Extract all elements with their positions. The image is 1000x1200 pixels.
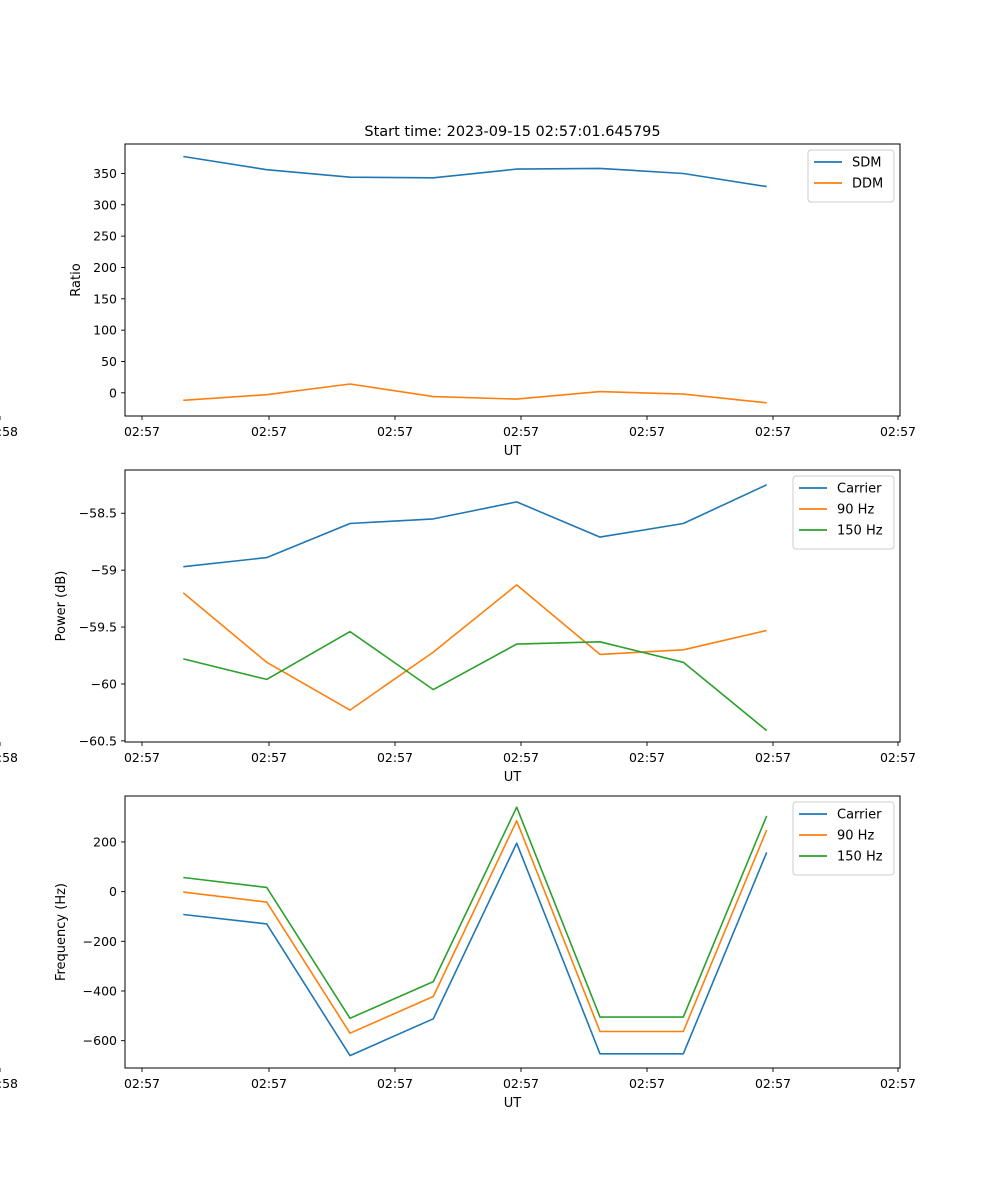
frequency-legend-label-90-hz: 90 Hz [837,829,874,844]
power-series-90-hz-line [182,584,767,711]
frequency-legend: Carrier 90 Hz 150 Hz [792,801,895,876]
frequency-x-tick-label: 02:58 [0,1076,18,1091]
ratio-y-tick-label: 250 [93,229,117,244]
power-legend-label-150-hz: 150 Hz [837,524,883,539]
power-y-tick-label: −59.5 [79,620,117,635]
frequency-series-carrier-line [183,842,768,1057]
frequency-y-tick-label: −400 [83,983,117,998]
power-x-axis-label: UT [504,770,522,785]
ratio-y-tick-label: 50 [101,354,117,369]
power-legend-label-carrier: Carrier [837,482,882,497]
frequency-x-tick-label: 02:57 [377,1076,413,1091]
frequency-x-tick-label: 02:57 [124,1076,160,1091]
power-x-tick-label: 02:57 [755,750,791,765]
power-x-tick-label: 02:57 [629,750,665,765]
power-axes-frame [124,469,901,743]
ratio-x-tick-label: 02:57 [880,424,916,439]
ratio-axes-frame [124,143,901,417]
ratio-y-tick-label: 0 [109,385,117,400]
frequency-y-tick-label: −200 [83,934,117,949]
power-series-carrier-line [183,484,768,568]
ratio-y-tick-label: 200 [93,260,117,275]
ratio-legend-label-sdm: SDM [852,156,881,171]
frequency-x-tick-label: 02:57 [251,1076,287,1091]
power-y-axis-label: Power (dB) [54,571,69,642]
ratio-series-ddm-line [183,383,767,404]
ratio-legend-box [807,149,895,203]
power-series-150-hz-line [183,630,768,732]
frequency-axes-frame [124,795,901,1069]
power-x-tick-label: 02:58 [0,750,18,765]
frequency-series-150-hz-line [183,806,768,1020]
frequency-x-tick-label: 02:57 [755,1076,791,1091]
frequency-y-tick-label: 200 [93,834,117,849]
ratio-x-axis-label: UT [504,444,522,459]
ratio-x-tick-label: 02:58 [0,424,18,439]
ratio-legend: SDM DDM [807,149,895,203]
ratio-x-tick-label: 02:57 [755,424,791,439]
ratio-subplot: Start time: 2023-09-15 02:57:01.645795 0 5… [0,124,916,459]
power-x-tick-label: 02:57 [377,750,413,765]
power-y-tick-label: −60 [91,676,117,691]
power-x-tick-label: 02:57 [124,750,160,765]
ratio-series-sdm-line [183,155,767,188]
power-legend-label-90-hz: 90 Hz [837,503,874,518]
ratio-y-axis-label: Ratio [69,263,84,296]
power-y-tick-label: −59 [91,563,117,578]
power-subplot: −58.5 −59 −59.5 −60 −60.5 02:57 02:57 02:57 02:5… [0,469,916,785]
ratio-x-tick-label: 02:57 [377,424,413,439]
power-legend: Carrier 90 Hz 150 Hz [792,475,895,550]
frequency-x-tick-label: 02:57 [629,1076,665,1091]
frequency-legend-label-carrier: Carrier [837,808,882,823]
frequency-y-axis-label: Frequency (Hz) [54,883,69,981]
ratio-chart-title: Start time: 2023-09-15 02:57:01.645795 [364,124,660,140]
ratio-x-tick-label: 02:57 [251,424,287,439]
ratio-y-tick-label: 150 [93,291,117,306]
power-y-tick-label: −60.5 [79,733,117,748]
frequency-x-tick-label: 02:57 [880,1076,916,1091]
power-y-tick-label: −58.5 [79,506,117,521]
ratio-x-tick-label: 02:57 [503,424,539,439]
ratio-y-tick-label: 100 [93,323,117,338]
frequency-y-tick-label: −600 [83,1033,117,1048]
power-x-tick-label: 02:57 [880,750,916,765]
frequency-x-axis-label: UT [504,1096,522,1111]
ratio-y-tick-label: 300 [93,197,117,212]
frequency-series-90-hz-line [183,819,768,1034]
ratio-x-tick-label: 02:57 [629,424,665,439]
power-x-tick-label: 02:57 [503,750,539,765]
frequency-legend-label-150-hz: 150 Hz [837,850,883,865]
frequency-y-tick-label: 0 [109,884,117,899]
frequency-x-tick-label: 02:57 [503,1076,539,1091]
ratio-x-tick-label: 02:57 [124,424,160,439]
power-x-tick-label: 02:57 [251,750,287,765]
ratio-y-tick-label: 350 [93,166,117,181]
ratio-legend-label-ddm: DDM [852,177,883,192]
frequency-subplot: 200 0 −200 −400 −600 02:57 02:57 02:57 02:57 02:5… [0,795,916,1111]
